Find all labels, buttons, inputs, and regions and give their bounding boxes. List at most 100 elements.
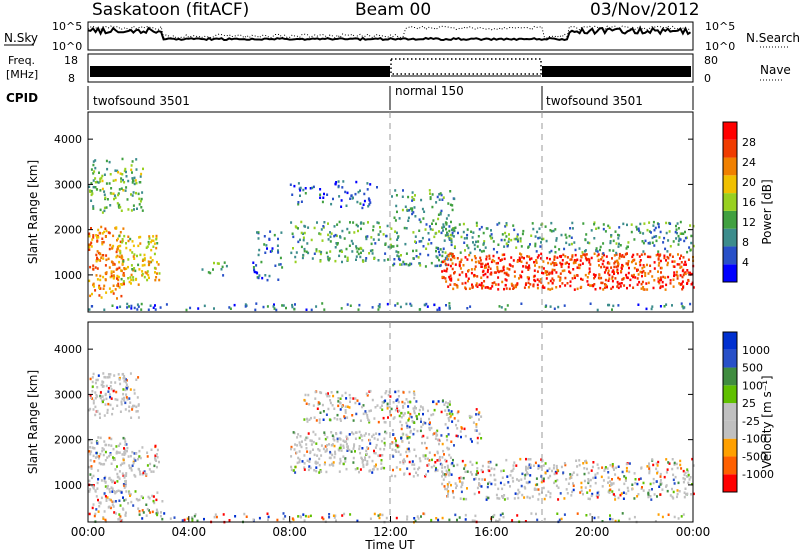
data-cell (339, 408, 342, 411)
data-cell (619, 285, 622, 288)
data-cell (130, 273, 133, 277)
data-cell (689, 271, 691, 275)
colorbar-tick-label: 4 (742, 256, 749, 269)
data-cell (569, 473, 572, 476)
data-cell (537, 488, 540, 491)
data-cell (310, 439, 313, 443)
data-cell (222, 274, 225, 277)
data-cell (618, 488, 621, 492)
data-cell (117, 489, 120, 492)
data-cell (655, 239, 658, 243)
data-cell (434, 264, 437, 268)
data-cell (649, 255, 652, 259)
data-cell (111, 412, 114, 416)
data-cell (400, 254, 402, 257)
data-cell (351, 414, 354, 417)
data-cell (661, 515, 664, 519)
data-cell (281, 266, 284, 269)
data-cell (616, 261, 619, 264)
data-cell (315, 462, 318, 465)
data-cell (516, 238, 519, 241)
data-cell (566, 261, 569, 264)
data-cell (100, 256, 103, 259)
data-cell (102, 448, 105, 451)
data-cell (132, 191, 135, 194)
data-cell (268, 274, 271, 278)
data-cell (124, 167, 127, 171)
data-cell (617, 476, 620, 480)
data-cell (515, 246, 518, 249)
data-cell (116, 404, 119, 407)
data-cell (506, 497, 509, 500)
data-cell (117, 451, 119, 454)
data-cell (448, 275, 451, 279)
data-cell (687, 271, 690, 274)
data-cell (328, 456, 331, 460)
data-cell (533, 260, 536, 264)
data-cell (354, 192, 357, 196)
data-cell (633, 515, 636, 519)
data-cell (458, 477, 461, 480)
colorbar-cell (723, 264, 737, 282)
data-cell (118, 470, 121, 473)
data-cell (332, 461, 335, 464)
data-cell (692, 464, 695, 467)
data-cell (117, 475, 120, 479)
data-cell (384, 243, 387, 246)
data-cell (469, 437, 472, 441)
data-cell (122, 280, 125, 283)
data-cell (547, 287, 550, 291)
data-cell (305, 250, 308, 254)
data-cell (88, 450, 91, 453)
data-cell (529, 463, 532, 467)
data-cell (442, 276, 445, 279)
data-cell (90, 467, 93, 470)
data-cell (541, 237, 543, 241)
data-cell (446, 233, 449, 236)
data-cell (446, 471, 449, 474)
data-cell (114, 196, 117, 200)
data-cell (648, 471, 651, 475)
data-cell (478, 484, 481, 487)
data-cell (419, 405, 422, 408)
data-cell (220, 268, 223, 271)
data-cell (271, 247, 274, 250)
data-cell (438, 258, 440, 262)
data-cell (303, 519, 306, 522)
data-cell (446, 446, 449, 450)
data-cell (622, 277, 625, 281)
data-cell (110, 187, 113, 190)
data-cell (440, 410, 443, 414)
data-cell (605, 255, 608, 258)
data-cell (688, 478, 691, 481)
data-cell (526, 481, 529, 485)
data-cell (593, 516, 596, 520)
data-cell (394, 408, 397, 412)
data-cell (137, 283, 140, 286)
data-cell (319, 469, 322, 472)
data-cell (266, 247, 268, 250)
data-cell (133, 253, 136, 256)
data-cell (105, 206, 108, 209)
data-cell (318, 250, 321, 253)
data-cell (131, 406, 134, 409)
data-cell (691, 483, 693, 486)
data-cell (514, 492, 517, 495)
data-cell (529, 258, 531, 261)
data-cell (342, 180, 345, 183)
data-cell (424, 228, 427, 231)
data-cell (153, 266, 156, 270)
data-cell (550, 230, 553, 233)
data-cell (473, 247, 476, 251)
data-cell (130, 416, 133, 419)
data-cell (530, 512, 533, 515)
data-cell (672, 285, 675, 288)
data-cell (109, 373, 112, 376)
data-cell (608, 226, 611, 229)
data-cell (304, 393, 307, 397)
data-cell (303, 466, 306, 469)
data-cell (411, 207, 414, 210)
data-cell (623, 475, 626, 478)
data-cell (428, 225, 431, 228)
data-cell (116, 202, 119, 205)
